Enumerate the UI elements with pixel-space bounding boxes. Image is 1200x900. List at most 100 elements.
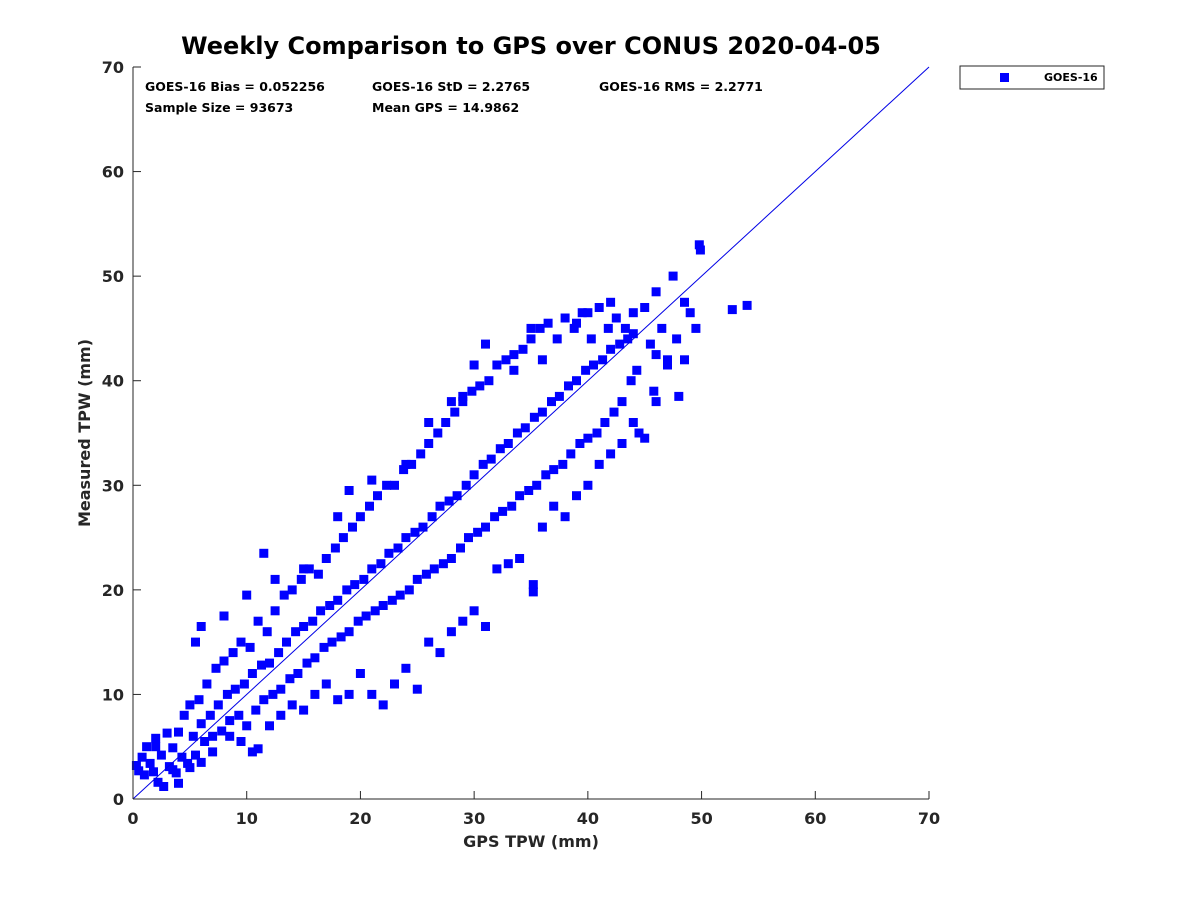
- data-point: [404, 585, 414, 595]
- stat-std: GOES-16 StD = 2.2765: [372, 79, 530, 94]
- data-point: [498, 506, 508, 516]
- x-tick-label: 20: [349, 809, 371, 828]
- data-point: [469, 470, 479, 480]
- data-point: [549, 501, 559, 511]
- data-point: [680, 355, 689, 365]
- data-point: [452, 491, 462, 501]
- data-point: [552, 334, 562, 344]
- data-point: [424, 637, 434, 647]
- data-point: [177, 752, 187, 762]
- data-point: [509, 365, 519, 375]
- data-point: [458, 397, 468, 407]
- data-point: [598, 355, 608, 365]
- x-tick-label: 40: [577, 809, 599, 828]
- data-point: [217, 726, 227, 736]
- legend-label-goes16: GOES-16: [1044, 71, 1098, 84]
- data-point: [490, 512, 500, 522]
- data-point: [242, 721, 252, 731]
- data-point: [446, 397, 456, 407]
- data-point: [640, 303, 650, 312]
- x-axis-label: GPS TPW (mm): [463, 832, 599, 851]
- data-point: [547, 397, 556, 407]
- plot-area: 0 10 20 30 40 50 60 70 0 10 20 30 40 50 60 70: [102, 58, 940, 828]
- data-point: [495, 444, 505, 454]
- data-point: [515, 491, 525, 501]
- chart-title: Weekly Comparison to GPS over CONUS 2020…: [181, 32, 881, 60]
- data-point: [196, 757, 206, 767]
- data-point: [149, 767, 158, 777]
- data-point: [188, 731, 198, 741]
- y-tick-label: 50: [102, 267, 124, 286]
- legend-box: [959, 65, 1105, 90]
- data-point: [526, 323, 536, 333]
- data-point: [503, 559, 513, 569]
- data-point: [537, 407, 547, 417]
- data-point: [603, 323, 613, 333]
- data-point: [333, 695, 343, 705]
- x-tick-label: 0: [127, 809, 138, 828]
- data-point: [168, 765, 178, 775]
- y-axis-label: Measured TPW (mm): [75, 339, 94, 527]
- data-point: [367, 475, 377, 485]
- data-point: [461, 480, 471, 490]
- data-point: [615, 339, 625, 349]
- data-point: [444, 496, 454, 506]
- data-point: [355, 512, 365, 522]
- data-point: [606, 344, 616, 354]
- data-point: [572, 318, 581, 328]
- data-point: [185, 700, 195, 710]
- data-point: [259, 695, 269, 705]
- data-point: [727, 305, 737, 315]
- data-point: [628, 329, 638, 339]
- data-point: [464, 533, 473, 543]
- data-point: [577, 308, 587, 318]
- data-point: [412, 574, 422, 584]
- data-point: [151, 742, 161, 752]
- data-point: [365, 501, 374, 511]
- data-point: [239, 679, 249, 689]
- data-point: [236, 637, 246, 647]
- data-point: [651, 287, 661, 297]
- data-point: [492, 360, 502, 370]
- data-point: [174, 778, 183, 788]
- y-tick-label: 0: [113, 790, 124, 809]
- data-point: [645, 339, 655, 349]
- data-point: [594, 303, 604, 312]
- data-point: [253, 616, 263, 626]
- data-point: [572, 491, 581, 501]
- data-point: [162, 728, 172, 738]
- data-point: [486, 454, 496, 464]
- data-point: [202, 679, 212, 689]
- data-point: [407, 459, 417, 469]
- data-point: [410, 527, 420, 537]
- data-point: [628, 308, 638, 318]
- data-point: [200, 737, 210, 746]
- data-point: [395, 590, 405, 600]
- data-point: [228, 648, 238, 658]
- data-point: [222, 689, 232, 699]
- data-point: [674, 391, 684, 401]
- data-point: [142, 742, 152, 752]
- data-point: [649, 386, 659, 396]
- data-point: [558, 459, 568, 469]
- data-point: [421, 569, 431, 579]
- data-point: [520, 423, 530, 433]
- data-point: [247, 669, 257, 678]
- data-point: [342, 585, 352, 595]
- data-point: [257, 660, 266, 670]
- data-point: [156, 750, 166, 760]
- data-point: [742, 300, 752, 310]
- data-point: [620, 323, 630, 333]
- data-point: [581, 365, 591, 375]
- data-point: [541, 470, 551, 480]
- stat-mean-gps: Mean GPS = 14.9862: [372, 100, 519, 115]
- data-point: [560, 313, 570, 323]
- data-point: [219, 656, 229, 666]
- stat-rms: GOES-16 RMS = 2.2771: [599, 79, 763, 94]
- data-point: [416, 449, 426, 459]
- data-point: [268, 689, 278, 699]
- data-point: [153, 777, 163, 787]
- data-point: [370, 606, 380, 616]
- legend-marker-goes16: [1000, 73, 1009, 82]
- data-point: [308, 616, 318, 626]
